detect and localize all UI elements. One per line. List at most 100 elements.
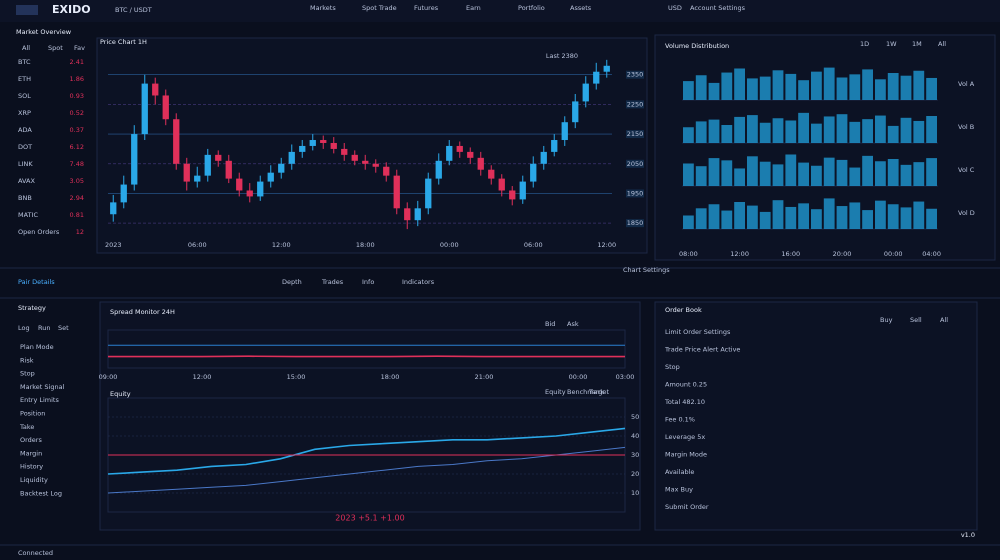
- candle-body: [236, 178, 243, 191]
- nav-item[interactable]: Portfolio: [518, 4, 545, 12]
- section-item[interactable]: Take: [19, 423, 34, 431]
- orders-tab[interactable]: Sell: [910, 316, 922, 324]
- bar: [913, 120, 925, 143]
- candle-body: [530, 163, 537, 182]
- legend-label[interactable]: Vol C: [958, 166, 975, 174]
- legend-label[interactable]: Vol A: [958, 80, 975, 88]
- candle-body: [372, 163, 379, 167]
- panel-tab[interactable]: All: [938, 40, 946, 48]
- section-tab[interactable]: Run: [38, 324, 50, 332]
- orders-tab[interactable]: All: [940, 316, 948, 324]
- sidebar-label[interactable]: BTC: [18, 58, 31, 66]
- legend-label[interactable]: Vol D: [958, 209, 975, 217]
- footer-left: Connected: [18, 549, 53, 557]
- sidebar-tab[interactable]: Fav: [74, 44, 85, 52]
- section-item[interactable]: Backtest Log: [20, 489, 62, 497]
- orders-row: Amount 0.25: [665, 381, 707, 389]
- bar: [708, 119, 720, 143]
- bar: [913, 162, 925, 186]
- section-item[interactable]: Margin: [20, 449, 42, 457]
- orders-row[interactable]: Submit Order: [665, 503, 709, 511]
- section-item[interactable]: Entry Limits: [20, 396, 59, 404]
- candle-body: [330, 142, 337, 149]
- candle-body: [362, 160, 369, 164]
- candle-body: [446, 145, 453, 161]
- toolbar-item[interactable]: Indicators: [402, 278, 435, 286]
- section-item[interactable]: Liquidity: [20, 476, 48, 484]
- candle-body: [435, 160, 442, 179]
- sidebar-label[interactable]: AVAX: [18, 177, 36, 185]
- sidebar-label[interactable]: ADA: [18, 126, 32, 134]
- nav-item[interactable]: Spot Trade: [362, 4, 397, 12]
- x-tick-label: 09:00: [99, 373, 118, 381]
- section-item[interactable]: Plan Mode: [20, 343, 54, 351]
- sidebar-tab[interactable]: Spot: [48, 44, 63, 52]
- account[interactable]: USD: [668, 4, 682, 12]
- section-item[interactable]: Position: [20, 410, 45, 418]
- section-tab[interactable]: Set: [58, 324, 69, 332]
- sidebar-label[interactable]: SOL: [18, 92, 31, 100]
- bar: [798, 112, 809, 143]
- section-item[interactable]: Orders: [20, 436, 42, 444]
- nav-item[interactable]: Earn: [466, 4, 481, 12]
- sidebar-label[interactable]: Open Orders: [18, 228, 60, 236]
- user-menu[interactable]: Account Settings: [690, 4, 746, 12]
- sidebar-label[interactable]: BNB: [18, 194, 32, 202]
- legend-label[interactable]: Target: [588, 388, 610, 396]
- bar: [734, 68, 745, 100]
- bar: [836, 159, 848, 186]
- price-tag: [626, 70, 644, 79]
- section-item[interactable]: History: [20, 463, 43, 471]
- bar: [759, 211, 771, 229]
- legend-label[interactable]: Vol B: [958, 123, 974, 131]
- bar: [875, 79, 886, 100]
- candle-body: [414, 208, 421, 221]
- bar: [887, 159, 899, 186]
- legend-label[interactable]: Benchmark: [567, 388, 604, 396]
- sidebar-value: 0.37: [70, 126, 84, 134]
- logo[interactable]: EXIDO: [52, 3, 91, 16]
- bar: [823, 67, 835, 100]
- orders-tab[interactable]: Buy: [880, 316, 893, 324]
- section-item[interactable]: Market Signal: [20, 383, 65, 391]
- bar: [695, 121, 707, 143]
- sidebar-label[interactable]: MATIC: [18, 211, 38, 219]
- section-tab[interactable]: Log: [18, 324, 30, 332]
- panel-tab[interactable]: 1M: [912, 40, 922, 48]
- toolbar-left[interactable]: Pair Details: [18, 278, 55, 286]
- sidebar-label[interactable]: XRP: [18, 109, 31, 117]
- legend-label[interactable]: Equity: [545, 388, 566, 396]
- sidebar-label[interactable]: LINK: [18, 160, 33, 168]
- bar: [759, 122, 771, 143]
- panel-tab[interactable]: 1W: [886, 40, 897, 48]
- nav-item[interactable]: Markets: [310, 4, 336, 12]
- bar: [683, 81, 694, 100]
- candle-body: [194, 175, 201, 182]
- sidebar-label[interactable]: ETH: [18, 75, 31, 83]
- nav-item[interactable]: Assets: [570, 4, 592, 12]
- sidebar-value: 0.93: [70, 92, 84, 100]
- sidebar-value: 1.86: [70, 75, 84, 83]
- price-tag: [626, 130, 644, 139]
- bar: [926, 116, 937, 143]
- legend-label[interactable]: Ask: [567, 320, 579, 328]
- bar: [798, 203, 809, 229]
- sidebar-label[interactable]: DOT: [18, 143, 32, 151]
- panel-tab[interactable]: 1D: [860, 40, 869, 48]
- candle-body: [110, 202, 117, 215]
- toolbar-right[interactable]: Chart Settings: [623, 266, 670, 274]
- toolbar-item[interactable]: Trades: [321, 278, 344, 286]
- sidebar-value: 3.05: [70, 177, 84, 185]
- legend-label[interactable]: Bid: [545, 320, 555, 328]
- section-item[interactable]: Risk: [20, 356, 34, 364]
- section-item[interactable]: Stop: [20, 370, 35, 378]
- orders-row: Total 482.10: [664, 398, 705, 406]
- footer-right: v1.0: [961, 531, 975, 539]
- pair[interactable]: BTC / USDT: [115, 6, 152, 14]
- sidebar-tab[interactable]: All: [22, 44, 30, 52]
- toolbar-item[interactable]: Depth: [282, 278, 302, 286]
- nav-item[interactable]: Futures: [414, 4, 439, 12]
- candle-body: [488, 169, 495, 179]
- candle-body: [267, 172, 274, 182]
- toolbar-item[interactable]: Info: [362, 278, 374, 286]
